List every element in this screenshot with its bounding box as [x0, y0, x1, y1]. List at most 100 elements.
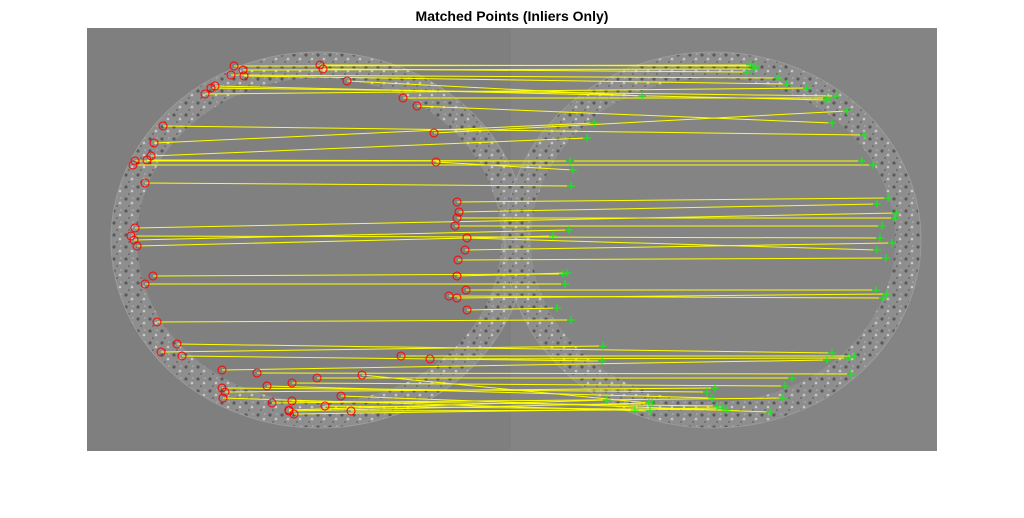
match-line	[435, 161, 574, 171]
green-plus-icon	[788, 374, 796, 382]
match-line	[152, 273, 564, 277]
matched-points-image	[87, 28, 937, 451]
green-plus-icon	[563, 269, 571, 277]
match-line	[204, 87, 808, 95]
green-plus-icon	[638, 92, 646, 100]
red-circle-icon	[287, 396, 297, 406]
match-line	[448, 295, 884, 299]
green-plus-icon	[860, 131, 868, 139]
match-line	[464, 242, 893, 251]
red-circle-icon	[142, 155, 152, 165]
red-circle-icon	[431, 157, 441, 167]
green-plus-icon	[723, 406, 731, 414]
red-circle-icon	[452, 271, 462, 281]
red-circle-icon	[336, 391, 346, 401]
green-plus-icon	[590, 119, 598, 127]
green-plus-icon	[631, 406, 639, 414]
inlier-circles	[126, 60, 472, 419]
green-plus-icon	[743, 68, 751, 76]
red-circle-icon	[226, 70, 236, 80]
red-circle-icon	[342, 76, 352, 86]
red-circle-icon	[284, 406, 294, 416]
red-circle-icon	[177, 351, 187, 361]
red-circle-icon	[148, 271, 158, 281]
green-plus-icon	[718, 404, 726, 412]
match-line	[288, 402, 653, 412]
green-plus-icon	[751, 62, 759, 70]
green-plus-icon	[603, 396, 611, 404]
red-circle-icon	[132, 241, 142, 251]
red-circle-icon	[462, 305, 472, 315]
match-line	[136, 235, 554, 247]
green-plus-icon	[713, 402, 721, 410]
red-circle-icon	[289, 409, 299, 419]
match-line	[361, 374, 650, 404]
green-plus-icon	[553, 304, 561, 312]
match-line	[221, 359, 828, 371]
red-circle-icon	[262, 381, 272, 391]
green-plus-icon	[565, 226, 573, 234]
green-plus-icon	[873, 200, 881, 208]
green-plus-icon	[803, 84, 811, 92]
green-plus-icon	[774, 74, 782, 82]
match-line	[160, 345, 604, 353]
match-line	[153, 122, 595, 144]
green-plus-icon	[567, 182, 575, 190]
red-circle-icon	[460, 245, 470, 255]
match-line	[266, 385, 713, 399]
red-circle-icon	[156, 347, 166, 357]
green-plus-icon	[858, 157, 866, 165]
green-plus-icon	[876, 234, 884, 242]
match-line	[176, 343, 833, 354]
match-line	[322, 68, 748, 73]
match-line	[293, 407, 723, 415]
match-line	[433, 110, 848, 134]
red-circle-icon	[140, 178, 150, 188]
green-plus-icon	[844, 354, 852, 362]
green-plus-icon	[766, 408, 774, 416]
red-circle-icon	[346, 406, 356, 416]
green-plus-icon	[869, 161, 877, 169]
match-line	[162, 125, 865, 136]
green-plus-icon	[823, 356, 831, 364]
match-line	[146, 159, 571, 162]
red-circle-icon	[128, 160, 138, 170]
green-plus-icon	[746, 61, 754, 69]
red-circle-icon	[312, 373, 322, 383]
match-line	[134, 212, 897, 229]
green-plus-icon	[883, 290, 891, 298]
red-circle-icon	[453, 255, 463, 265]
red-circle-icon	[217, 365, 227, 375]
red-circle-icon	[398, 93, 408, 103]
green-plus-icon	[703, 388, 711, 396]
match-line	[416, 105, 833, 124]
red-circle-icon	[461, 285, 471, 295]
green-plus-icon	[549, 232, 557, 240]
green-plus-icon	[850, 352, 858, 360]
red-circle-icon	[252, 368, 262, 378]
match-line	[144, 182, 572, 187]
green-plus-icon	[783, 80, 791, 88]
red-circle-icon	[450, 221, 460, 231]
match-line	[222, 397, 651, 412]
match-line	[256, 372, 852, 375]
green-plus-icon	[567, 316, 575, 324]
green-plus-icon	[872, 286, 880, 294]
green-plus-icon	[828, 349, 836, 357]
red-circle-icon	[357, 370, 367, 380]
red-circle-icon	[172, 339, 182, 349]
red-circle-icon	[318, 64, 328, 74]
green-plus-icon	[823, 94, 831, 102]
red-circle-icon	[210, 81, 220, 91]
match-line	[340, 395, 771, 413]
figure-title: Matched Points (Inliers Only)	[415, 8, 609, 24]
green-plus-icon	[598, 357, 606, 365]
green-plus-icon	[566, 157, 574, 165]
green-plus-icon	[884, 194, 892, 202]
green-plus-icon	[779, 394, 787, 402]
match-line	[457, 257, 887, 261]
match-line	[150, 137, 588, 157]
match-line	[224, 387, 716, 393]
match-line	[319, 64, 756, 67]
red-circle-icon	[218, 393, 228, 403]
